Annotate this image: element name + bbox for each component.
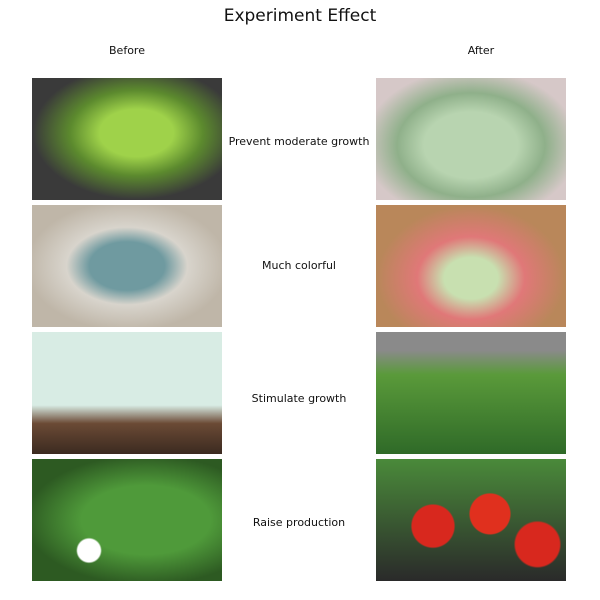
after-header: After [467,44,495,57]
effect-label-2: Much colorful [262,259,336,272]
after-image-4 [376,459,566,581]
before-image-2 [32,205,222,327]
before-image-4 [32,459,222,581]
before-image-3 [32,332,222,454]
before-header: Before [109,44,145,57]
after-image-1 [376,78,566,200]
after-image-2 [376,205,566,327]
page-title: Experiment Effect [223,6,377,26]
effect-label-4: Raise production [252,516,346,529]
after-image-3 [376,332,566,454]
effect-label-1: Prevent moderate growth [228,135,370,148]
before-image-1 [32,78,222,200]
effect-label-3: Stimulate growth [251,392,347,405]
